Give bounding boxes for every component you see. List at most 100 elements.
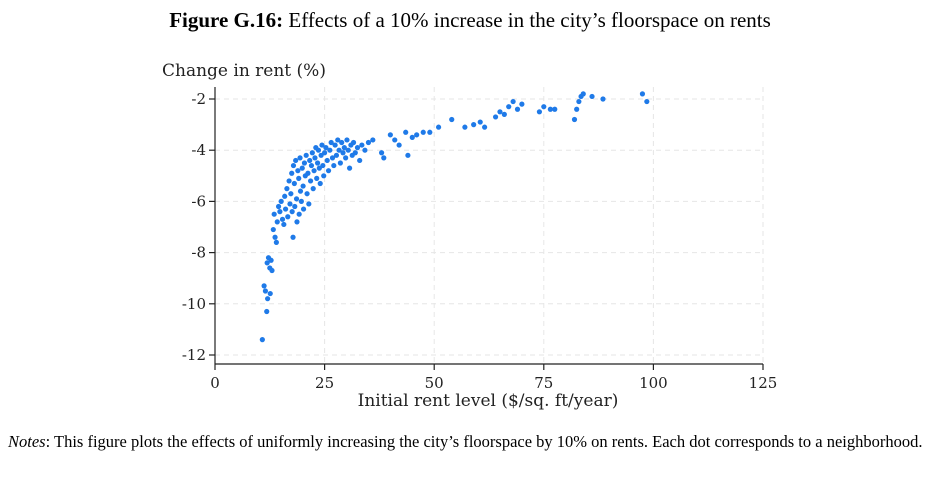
notes-label: Notes xyxy=(8,432,46,451)
data-point xyxy=(281,221,287,228)
x-tick-label: 25 xyxy=(315,374,334,392)
data-point xyxy=(275,203,282,210)
x-tick-label: 50 xyxy=(425,374,444,392)
chart-points xyxy=(259,91,650,343)
data-point xyxy=(435,124,442,130)
data-point xyxy=(261,283,267,289)
data-point xyxy=(403,129,409,135)
data-point xyxy=(314,160,321,166)
data-point xyxy=(272,234,278,240)
data-point xyxy=(285,214,291,220)
data-point xyxy=(420,129,426,135)
data-point xyxy=(576,98,582,105)
data-point xyxy=(294,219,300,225)
data-point xyxy=(286,178,292,184)
data-point xyxy=(298,198,304,204)
data-point xyxy=(644,98,650,105)
data-point xyxy=(299,165,305,171)
data-point xyxy=(343,155,349,161)
data-point xyxy=(497,109,503,115)
data-point xyxy=(264,308,270,315)
data-point xyxy=(324,157,330,164)
data-point xyxy=(310,186,316,192)
data-point xyxy=(396,142,402,148)
data-point xyxy=(547,106,553,112)
data-point xyxy=(344,137,350,143)
data-point xyxy=(291,180,297,187)
figure-label: Figure G.16: xyxy=(169,8,284,32)
data-point xyxy=(357,157,363,164)
figure-title-text: Effects of a 10% increase in the city’s … xyxy=(288,8,771,32)
data-point xyxy=(259,337,265,343)
y-tick-label: -6 xyxy=(191,192,206,210)
data-point xyxy=(306,201,312,207)
chart-axes xyxy=(214,87,763,365)
data-point xyxy=(293,196,300,202)
data-point xyxy=(301,160,308,166)
data-point xyxy=(297,188,304,194)
data-point xyxy=(307,178,314,184)
data-point xyxy=(309,150,315,156)
y-axis-title: Change in rent (%) xyxy=(162,61,326,81)
data-point xyxy=(264,260,270,266)
data-point xyxy=(284,186,290,192)
data-point xyxy=(277,209,283,215)
y-tick-label: -8 xyxy=(191,244,206,262)
x-tick-label: 100 xyxy=(639,374,668,392)
data-point xyxy=(354,145,361,151)
chart-ticks: 0 25 50 75 100 125 -2 -4 -6 -8 -10 -12 xyxy=(182,90,777,392)
y-tick-label: -10 xyxy=(182,295,206,313)
data-point xyxy=(297,155,303,161)
data-point xyxy=(271,211,277,217)
data-point xyxy=(414,132,420,138)
data-point xyxy=(506,104,512,110)
data-point xyxy=(296,175,302,181)
data-point xyxy=(300,206,307,212)
data-point xyxy=(270,226,276,233)
data-point xyxy=(574,106,580,112)
notes-text: : This figure plots the effects of unifo… xyxy=(45,432,923,451)
data-point xyxy=(290,162,297,169)
data-point xyxy=(571,116,578,123)
data-point xyxy=(282,193,288,199)
data-point xyxy=(289,170,295,176)
data-point xyxy=(322,150,328,156)
x-tick-label: 125 xyxy=(749,374,778,392)
y-tick-label: -12 xyxy=(182,346,206,364)
data-point xyxy=(471,122,477,128)
data-point xyxy=(278,198,284,204)
data-point xyxy=(340,150,346,156)
figure-notes: Notes: This figure plots the effects of … xyxy=(8,432,923,452)
data-point xyxy=(331,162,337,169)
data-point xyxy=(308,162,315,169)
data-point xyxy=(541,104,547,110)
data-point xyxy=(333,152,340,158)
data-point xyxy=(552,106,558,112)
data-point xyxy=(296,211,302,217)
data-point xyxy=(282,206,289,212)
data-point xyxy=(327,147,333,153)
data-point xyxy=(482,124,488,130)
data-point xyxy=(409,134,415,140)
data-point xyxy=(362,147,368,153)
data-point xyxy=(317,180,323,187)
data-point xyxy=(510,98,516,105)
data-point xyxy=(580,91,586,97)
data-point xyxy=(288,191,294,197)
data-point xyxy=(345,147,351,153)
data-point xyxy=(300,183,306,189)
data-point xyxy=(262,288,269,294)
data-point xyxy=(274,219,280,225)
data-point xyxy=(267,290,273,297)
data-point xyxy=(449,116,455,123)
data-point xyxy=(346,165,353,171)
data-point xyxy=(336,147,342,153)
data-point xyxy=(321,173,327,179)
data-point xyxy=(269,267,275,274)
data-point xyxy=(519,101,525,107)
data-point xyxy=(387,132,393,138)
x-tick-label: 75 xyxy=(534,374,553,392)
data-point xyxy=(312,155,318,161)
data-point xyxy=(339,139,345,146)
x-axis-title: Initial rent level ($/sq. ft/year) xyxy=(358,391,619,411)
